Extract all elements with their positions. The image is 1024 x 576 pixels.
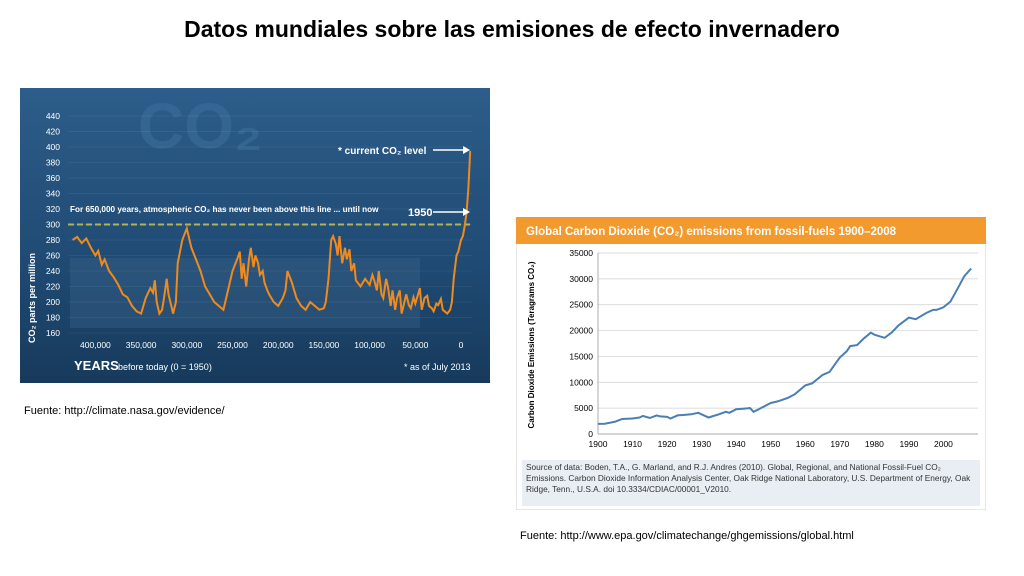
arrow-1950-head <box>463 208 470 216</box>
chart2-ytick-label: 5000 <box>574 403 593 413</box>
annotation-current-level: * current CO₂ level <box>338 146 427 157</box>
chart1-ytick-label: 280 <box>46 235 60 245</box>
emissions-series-line <box>597 267 972 425</box>
chart1-ytick-label: 300 <box>46 220 60 230</box>
caption-nasa: Fuente: http://climate.nasa.gov/evidence… <box>24 405 225 417</box>
co2-series-line <box>72 150 472 316</box>
chart2-source-box <box>522 460 980 506</box>
chart1-xtick-label: 300,000 <box>171 340 202 350</box>
chart2-xtick-label: 1950 <box>761 439 780 449</box>
chart1-ytick-label: 360 <box>46 173 60 183</box>
chart1-ytick-label: 200 <box>46 297 60 307</box>
chart1-ytick-label: 240 <box>46 266 60 276</box>
annotation-1950: 1950 <box>408 207 432 219</box>
chart2-header <box>516 217 986 244</box>
caption-epa: Fuente: http://www.epa.gov/climatechange… <box>520 530 854 542</box>
annotation-line-text: For 650,000 years, atmospheric CO₂ has n… <box>70 205 379 214</box>
chart1-ylabel: CO₂ parts per million <box>27 253 37 343</box>
slide-title: Datos mundiales sobre las emisiones de e… <box>184 16 840 42</box>
chart2-xtick-label: 1920 <box>658 439 677 449</box>
chart2-source-text: Source of data: Boden, T.A., G. Marland,… <box>526 462 971 494</box>
chart1-xtick-label: 250,000 <box>217 340 248 350</box>
chart2-xtick-label: 1990 <box>899 439 918 449</box>
chart2-ytick-label: 25000 <box>569 300 593 310</box>
chart2-ytick-label: 10000 <box>569 377 593 387</box>
co2-watermark: CO₂ <box>138 90 262 162</box>
co2-history-chart: CO₂ 160 180 200 220 240 260 280 300 320 340 360 380… <box>20 88 490 383</box>
chart2-xtick-label: 1970 <box>830 439 849 449</box>
emissions-chart: Global Carbon Dioxide (CO₂) emissions fr… <box>516 217 986 510</box>
chart2-xtick-label: 1900 <box>589 439 608 449</box>
chart1-xtick-label: 150,000 <box>309 340 340 350</box>
chart2-xtick-label: 1940 <box>727 439 746 449</box>
chart2-ytick-label: 20000 <box>569 326 593 336</box>
chart1-ytick-label: 400 <box>46 142 60 152</box>
chart2-ytick-label: 15000 <box>569 351 593 361</box>
chart1-ytick-label: 160 <box>46 328 60 338</box>
chart2-ytick-label: 0 <box>588 429 593 439</box>
chart1-xtick-label: 400,000 <box>80 340 111 350</box>
chart2-xtick-label: 2000 <box>934 439 953 449</box>
chart1-ytick-label: 340 <box>46 189 60 199</box>
chart1-xtick-label: 0 <box>459 340 464 350</box>
chart1-ytick-label: 260 <box>46 251 60 261</box>
arrow-current-head <box>463 146 470 154</box>
chart1-ytick-label: 380 <box>46 158 60 168</box>
chart2-title: Global Carbon Dioxide (CO₂) emissions fr… <box>526 226 897 238</box>
chart1-ytick-label: 420 <box>46 127 60 137</box>
chart2-xtick-label: 1910 <box>623 439 642 449</box>
chart2-ytick-label: 35000 <box>569 248 593 258</box>
chart2-xtick-label: 1930 <box>692 439 711 449</box>
chart2-xtick-label: 1960 <box>796 439 815 449</box>
chart1-xtick-label: 100,000 <box>354 340 385 350</box>
chart1-background <box>20 88 490 383</box>
chart2-ylabel: Carbon Dioxide Emissions (Teragrams CO₂) <box>527 261 536 428</box>
chart1-xtick-label: 50,000 <box>402 340 428 350</box>
chart1-ytick-label: 220 <box>46 282 60 292</box>
chart1-ytick-label: 180 <box>46 313 60 323</box>
chart1-ytick-label: 320 <box>46 204 60 214</box>
chart1-xlabel-sub: before today (0 = 1950) <box>118 362 212 372</box>
chart1-footnote: * as of July 2013 <box>404 362 471 372</box>
chart1-ytick-label: 440 <box>46 111 60 121</box>
chart1-xtick-label: 200,000 <box>263 340 294 350</box>
chart2-ytick-label: 30000 <box>569 274 593 284</box>
chart2-xtick-label: 1980 <box>865 439 884 449</box>
chart1-xtick-label: 350,000 <box>126 340 157 350</box>
chart1-xlabel-main: YEARS <box>74 358 119 373</box>
